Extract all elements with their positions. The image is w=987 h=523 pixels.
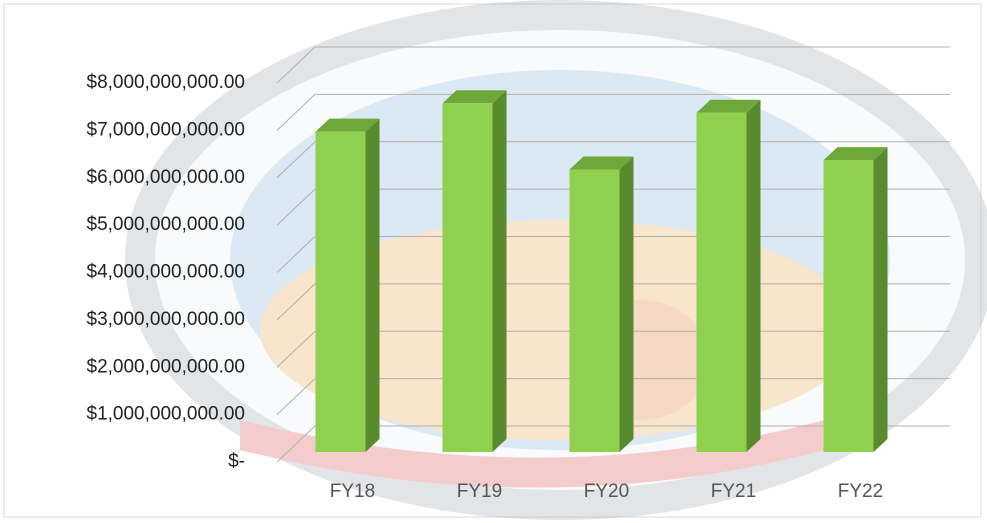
- y-tick-label: $8,000,000,000.00: [87, 72, 246, 93]
- grid-line: [276, 425, 316, 463]
- y-tick-label: $1,000,000,000.00: [87, 404, 246, 425]
- grid-line: [276, 46, 316, 84]
- y-tick-label: $3,000,000,000.00: [87, 309, 246, 330]
- x-tick-label: FY21: [711, 481, 756, 502]
- y-tick-label: $5,000,000,000.00: [87, 214, 246, 235]
- bar-top: [696, 99, 761, 113]
- grid-line: [276, 378, 316, 415]
- x-tick-label: FY19: [457, 481, 502, 502]
- bar-side: [492, 90, 507, 453]
- bar-side: [873, 147, 888, 452]
- bar: [315, 131, 366, 452]
- grid-line: [276, 330, 316, 368]
- y-tick-label: $2,000,000,000.00: [87, 356, 246, 377]
- bar-top: [823, 147, 888, 161]
- bar-side: [365, 118, 380, 452]
- bar-top: [569, 156, 634, 170]
- grid-line: [276, 188, 316, 226]
- grid-line: [276, 236, 316, 273]
- bar-top: [442, 90, 507, 104]
- bar: [442, 103, 493, 453]
- y-tick-label: $6,000,000,000.00: [87, 167, 246, 188]
- grid-line: [276, 94, 316, 131]
- x-tick-label: FY18: [330, 481, 375, 502]
- x-tick-label: FY22: [838, 481, 883, 502]
- bar: [569, 169, 620, 452]
- y-tick-label: $4,000,000,000.00: [87, 262, 246, 283]
- grid-line: [276, 283, 316, 321]
- y-tick-label: $-: [228, 451, 245, 472]
- bar-side: [619, 156, 634, 452]
- bar-top: [315, 118, 380, 132]
- bar: [823, 160, 874, 452]
- y-tick-label: $7,000,000,000.00: [87, 119, 246, 140]
- x-tick-label: FY20: [584, 481, 629, 502]
- grid-line: [276, 141, 316, 179]
- bar: [696, 112, 747, 452]
- bar-side: [746, 99, 761, 452]
